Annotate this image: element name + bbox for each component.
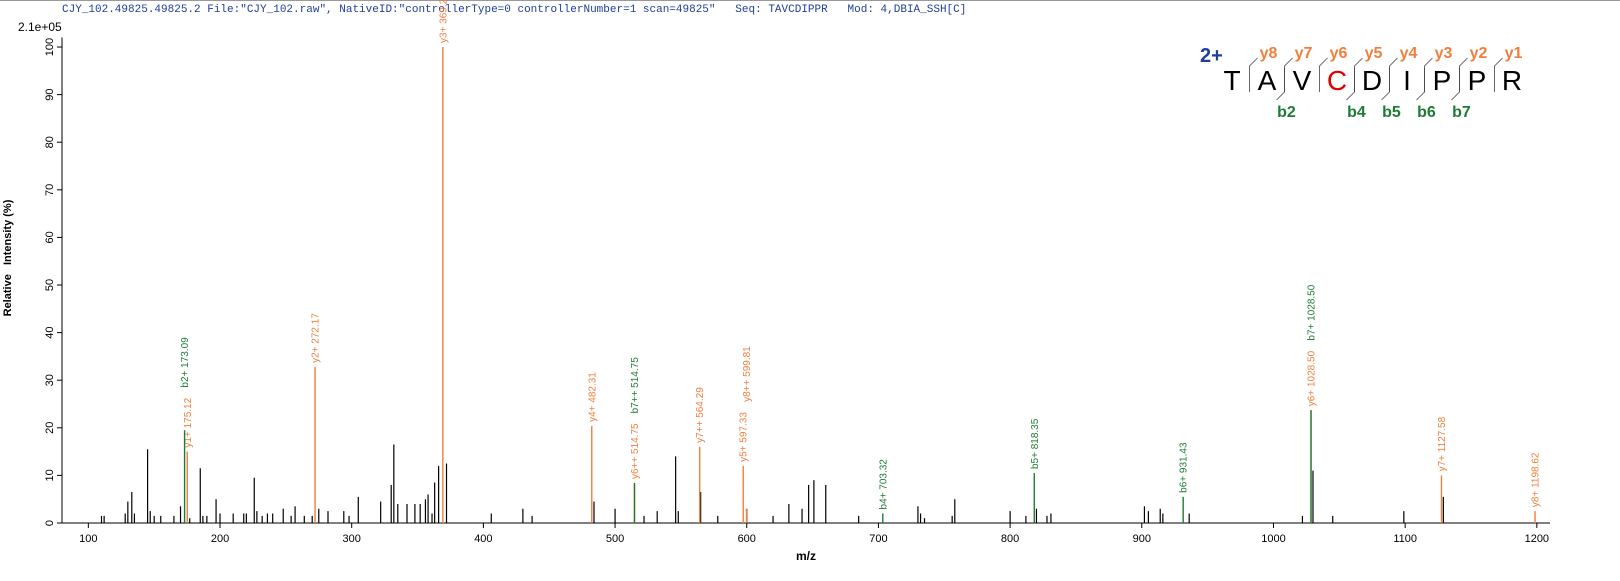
- y-ion: y8: [1260, 45, 1278, 62]
- x-tick-label: 200: [211, 533, 229, 545]
- x-tick-label: 100: [79, 533, 97, 545]
- y-bracket: [1284, 57, 1293, 92]
- peak-label: b6+ 931.43: [1179, 442, 1190, 493]
- b-ion: b4: [1347, 104, 1366, 121]
- y-bracket: [1389, 57, 1398, 92]
- b-ion: b5: [1382, 104, 1401, 121]
- y-tick-label: 80: [44, 136, 56, 148]
- y-tick-label: 70: [44, 184, 56, 196]
- y-tick-label: 90: [44, 88, 56, 100]
- peak-label: b2+ 173.09: [180, 337, 191, 388]
- y-ion: y4: [1400, 45, 1418, 62]
- residue: P: [1433, 65, 1452, 96]
- residue: D: [1362, 65, 1382, 96]
- y-tick-label: 20: [44, 422, 56, 434]
- y-axis-label: Relative Intensity (%): [2, 199, 14, 316]
- peak-label: y8++ 599.81: [742, 346, 753, 402]
- y-ion: y6: [1330, 45, 1348, 62]
- peak-label: y5+ 597.33: [739, 412, 750, 462]
- residue: R: [1502, 65, 1522, 96]
- peak-label: y4+ 482.31: [587, 372, 598, 422]
- y-tick-label: 60: [44, 231, 56, 243]
- b-ion: b7: [1452, 104, 1471, 121]
- x-axis-label: m/z: [796, 549, 816, 563]
- y-tick-label: 10: [44, 469, 56, 481]
- y-bracket: [1249, 57, 1258, 92]
- residue: A: [1258, 65, 1277, 96]
- peak-label: b7+ 1028.50: [1306, 284, 1317, 340]
- peak-label: b7++ 514.75: [630, 357, 641, 414]
- b-bracket: [1416, 68, 1425, 101]
- y-ion: y7: [1295, 45, 1313, 62]
- x-tick-label: 800: [1001, 533, 1019, 545]
- peak-label: y2+ 272.17: [311, 313, 322, 363]
- scale-label: 2.1e+05: [18, 20, 62, 34]
- y-tick-label: 30: [44, 374, 56, 386]
- header: CJY_102.49825.49825.2 File:"CJY_102.raw"…: [62, 4, 966, 16]
- y-tick-label: 100: [44, 38, 56, 56]
- x-tick-label: 700: [869, 533, 887, 545]
- x-tick-label: 300: [343, 533, 361, 545]
- peak-label: b4+ 703.32: [878, 459, 889, 510]
- y-tick-label: 40: [44, 326, 56, 338]
- residue: C: [1327, 65, 1347, 96]
- residue: T: [1223, 65, 1240, 96]
- b-ion: b2: [1277, 104, 1296, 121]
- peak-label: y6+ 1028.50: [1306, 350, 1317, 406]
- peak-label: y1+ 175.12: [183, 397, 194, 447]
- peak-label: y6++ 514.75: [630, 423, 641, 479]
- x-tick-label: 1200: [1525, 533, 1549, 545]
- x-tick-label: 600: [738, 533, 756, 545]
- y-ion: y1: [1505, 45, 1523, 62]
- x-tick-label: 1100: [1393, 533, 1417, 545]
- y-ion: y5: [1365, 45, 1383, 62]
- residue: I: [1403, 65, 1411, 96]
- x-tick-label: 1000: [1261, 533, 1285, 545]
- b-bracket: [1276, 68, 1285, 101]
- y-bracket: [1319, 57, 1328, 92]
- x-tick-label: 900: [1133, 533, 1151, 545]
- peak-label: y7+ 1127.58: [1437, 416, 1448, 471]
- y-tick-label: 0: [44, 520, 56, 526]
- b-bracket: [1451, 68, 1460, 101]
- b-ion: b6: [1417, 104, 1436, 121]
- y-bracket: [1494, 57, 1503, 92]
- peak-label: y8+ 1198.62: [1531, 452, 1542, 507]
- b-bracket: [1381, 68, 1390, 101]
- y-bracket: [1424, 57, 1433, 92]
- residue: V: [1293, 65, 1312, 96]
- peak-label: y7++ 564.29: [695, 387, 706, 443]
- x-tick-label: 500: [606, 533, 624, 545]
- peak-label: b5+ 818.35: [1030, 418, 1041, 469]
- y-bracket: [1459, 57, 1468, 92]
- y-ion: y2: [1470, 45, 1488, 62]
- charge: 2+: [1200, 45, 1223, 67]
- y-tick-label: 50: [44, 279, 56, 291]
- residue: P: [1468, 65, 1487, 96]
- b-bracket: [1346, 68, 1355, 101]
- y-ion: y3: [1435, 45, 1453, 62]
- peak-label: y3+ 369.22: [438, 0, 449, 43]
- x-tick-label: 400: [474, 533, 492, 545]
